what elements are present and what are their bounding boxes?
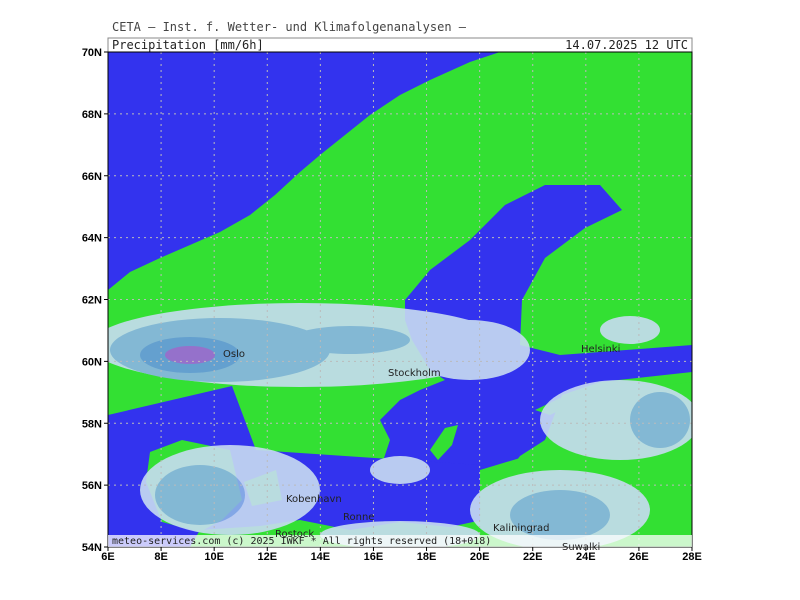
lat-label: 66N — [82, 171, 102, 183]
city-label: Kaliningrad — [493, 523, 549, 534]
city-label: Kobenhavn — [286, 494, 342, 505]
grid — [108, 52, 692, 547]
lat-label: 54N — [82, 542, 102, 554]
lat-label: 62N — [82, 295, 102, 307]
footer: meteo-services.com (c) 2025 IWKF * All r… — [112, 536, 491, 547]
lat-label: 70N — [82, 47, 102, 59]
lon-label: 24E — [576, 551, 596, 563]
sea — [380, 185, 692, 480]
lon-label: 14E — [311, 551, 331, 563]
city-label: Rostock — [275, 529, 314, 540]
lon-label: 6E — [101, 551, 114, 563]
lon-label: 12E — [257, 551, 277, 563]
lon-label: 8E — [154, 551, 167, 563]
lon-label: 28E — [682, 551, 702, 563]
map: meteo-services.com (c) 2025 IWKF * All r… — [107, 51, 693, 548]
city-label: Oslo — [223, 349, 245, 360]
lon-label: 26E — [629, 551, 649, 563]
lat-label: 58N — [82, 418, 102, 430]
timestamp: 14.07.2025 12 UTC — [565, 38, 688, 52]
lon-label: 10E — [204, 551, 224, 563]
sea — [108, 52, 500, 290]
lat-label: 60N — [82, 356, 102, 368]
lon-label: 20E — [470, 551, 490, 563]
city-label: Suwalki — [562, 542, 600, 553]
lon-label: 22E — [523, 551, 543, 563]
city-label: Helsinki — [581, 344, 620, 355]
city-label: Ronne — [343, 512, 374, 523]
lat-label: 68N — [82, 109, 102, 121]
footer-box — [108, 535, 692, 547]
title: Precipitation [mm/6h] — [112, 38, 264, 52]
lat-label: 56N — [82, 480, 102, 492]
precipitation — [108, 303, 692, 547]
header: CETA — Inst. f. Wetter- und Klimafolgena… — [112, 20, 467, 34]
lon-label: 16E — [364, 551, 384, 563]
lon-label: 18E — [417, 551, 437, 563]
city-label: Stockholm — [388, 368, 441, 379]
lat-label: 64N — [82, 233, 102, 245]
island — [430, 425, 458, 460]
